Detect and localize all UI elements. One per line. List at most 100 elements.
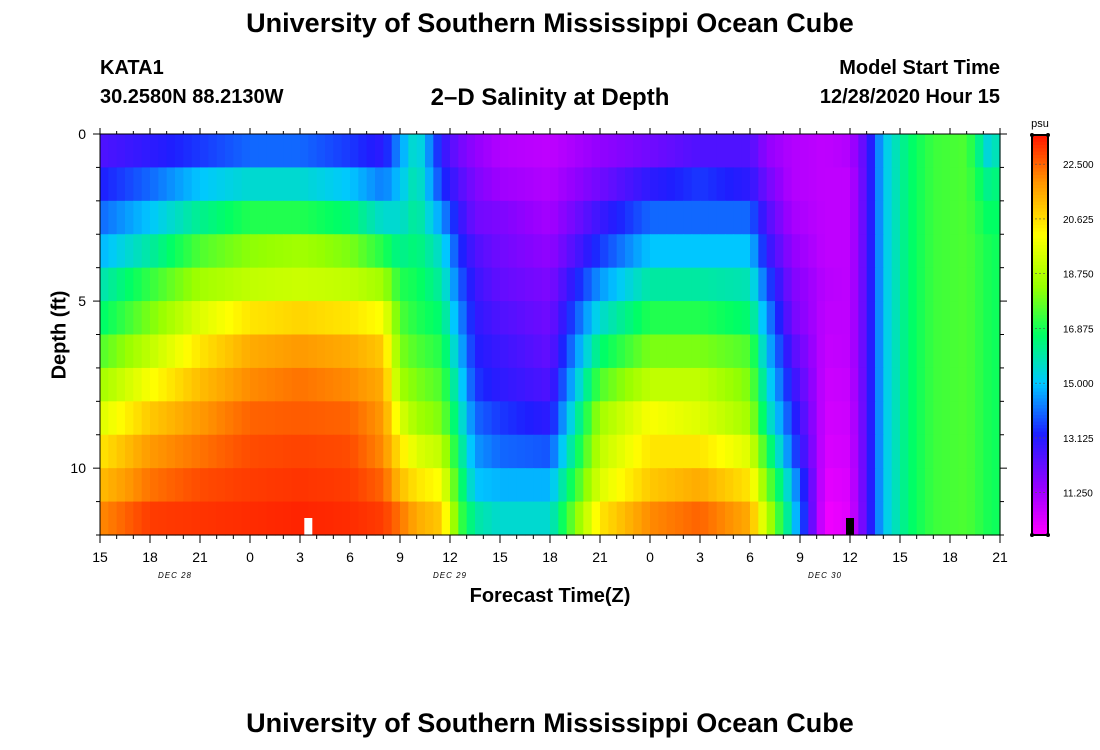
heatmap-cell xyxy=(833,434,843,469)
heatmap-cell xyxy=(833,401,843,436)
heatmap-cell xyxy=(208,301,218,336)
heatmap-cell xyxy=(216,301,226,336)
heatmap-cell xyxy=(175,367,184,402)
heatmap-cell xyxy=(875,267,884,302)
heatmap-cell xyxy=(550,334,559,369)
heatmap-cell xyxy=(391,301,401,336)
heatmap-cell xyxy=(741,167,751,202)
heatmap-cell xyxy=(675,167,684,202)
heatmap-cell xyxy=(183,501,193,536)
heatmap-cell xyxy=(708,334,718,369)
heatmap-cell xyxy=(591,468,601,503)
heatmap-cell xyxy=(550,134,559,169)
heatmap-cell xyxy=(183,167,193,202)
heatmap-cell xyxy=(875,501,884,536)
heatmap-cell xyxy=(475,434,484,469)
heatmap-cell xyxy=(733,367,743,402)
heatmap-cell xyxy=(366,434,376,469)
heatmap-cell xyxy=(941,468,951,503)
heatmap-cell xyxy=(616,301,626,336)
heatmap-cell xyxy=(483,167,493,202)
heatmap-cell xyxy=(700,134,709,169)
heatmap-cell xyxy=(933,434,943,469)
heatmap-cell xyxy=(608,200,618,235)
heatmap-cell xyxy=(541,401,551,436)
heatmap-cell xyxy=(233,401,243,436)
heatmap-cell xyxy=(733,468,743,503)
heatmap-cell xyxy=(608,367,618,402)
heatmap-cell xyxy=(233,167,243,202)
heatmap-cell xyxy=(166,234,176,269)
heatmap-cell xyxy=(708,501,718,536)
heatmap-cell xyxy=(316,167,326,202)
heatmap-cell xyxy=(541,134,551,169)
heatmap-cell xyxy=(900,501,909,536)
heatmap-cell xyxy=(983,200,993,235)
colorbar-step xyxy=(1032,188,1048,193)
heatmap-cell xyxy=(958,434,968,469)
heatmap-cell xyxy=(341,267,351,302)
heatmap-cell xyxy=(675,134,684,169)
colorbar-step xyxy=(1032,181,1048,186)
heatmap-cell xyxy=(916,234,926,269)
heatmap-cell xyxy=(425,167,434,202)
heatmap-cell xyxy=(183,468,193,503)
colorbar-step xyxy=(1032,251,1048,256)
heatmap-cell xyxy=(116,401,126,436)
heatmap-cell xyxy=(250,200,259,235)
colorbar-step xyxy=(1032,341,1048,346)
colorbar-step xyxy=(1032,371,1048,376)
heatmap-cell xyxy=(783,134,793,169)
heatmap-cell xyxy=(125,267,134,302)
heatmap-cell xyxy=(275,301,284,336)
heatmap-cell xyxy=(441,367,451,402)
heatmap-cell xyxy=(283,200,293,235)
heatmap-cell xyxy=(800,334,809,369)
colorbar-step xyxy=(1032,311,1048,316)
heatmap-cell xyxy=(658,267,668,302)
heatmap-cell xyxy=(666,301,676,336)
heatmap-cell xyxy=(650,167,659,202)
heatmap-cell xyxy=(650,468,659,503)
heatmap-cell xyxy=(816,134,826,169)
heatmap-cell xyxy=(516,367,526,402)
heatmap-cell xyxy=(675,301,684,336)
heatmap-cell xyxy=(466,301,476,336)
heatmap-cell xyxy=(158,267,168,302)
heatmap-cell xyxy=(241,167,251,202)
heatmap-cell xyxy=(366,301,376,336)
heatmap-cell xyxy=(183,200,193,235)
heatmap-cell xyxy=(783,468,793,503)
heatmap-cell xyxy=(458,501,468,536)
heatmap-cell xyxy=(600,367,609,402)
heatmap-cell xyxy=(375,367,384,402)
x-tick-label: 18 xyxy=(542,549,558,565)
heatmap-cell xyxy=(125,401,134,436)
heatmap-cell xyxy=(300,234,309,269)
heatmap-cell xyxy=(166,134,176,169)
heatmap-cell xyxy=(125,334,134,369)
heatmap-cell xyxy=(841,200,851,235)
heatmap-cell xyxy=(591,200,601,235)
heatmap-cell xyxy=(958,167,968,202)
heatmap-cell xyxy=(775,501,784,536)
colorbar-step xyxy=(1032,145,1048,149)
colorbar-step xyxy=(1032,151,1048,156)
colorbar-step xyxy=(1032,398,1048,403)
heatmap-cell xyxy=(666,167,676,202)
heatmap-cell xyxy=(433,434,443,469)
heatmap-cell xyxy=(366,367,376,402)
heatmap-cell xyxy=(858,334,868,369)
heatmap-cell xyxy=(741,434,751,469)
heatmap-cell xyxy=(600,267,609,302)
heatmap-cell xyxy=(183,367,193,402)
heatmap-cell xyxy=(583,234,593,269)
heatmap-cell xyxy=(875,134,884,169)
heatmap-cell xyxy=(491,334,501,369)
heatmap-cell xyxy=(983,468,993,503)
colorbar-step xyxy=(1032,505,1048,509)
heatmap-cell xyxy=(608,501,618,536)
heatmap-cell xyxy=(291,401,301,436)
colorbar-step xyxy=(1032,481,1048,486)
heatmap-cell xyxy=(916,334,926,369)
